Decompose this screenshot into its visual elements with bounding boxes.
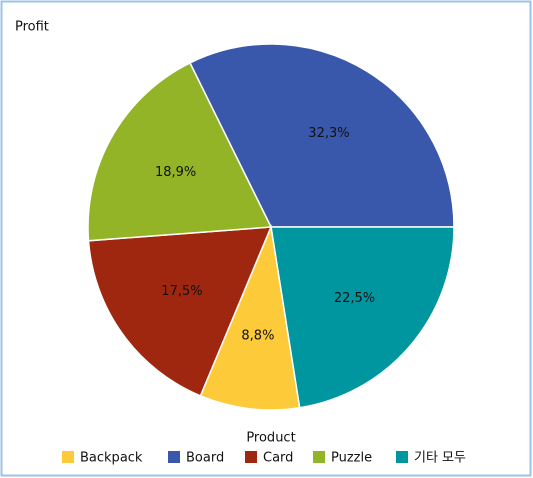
chart-title: Profit bbox=[15, 20, 49, 35]
slice-label: 22,5% bbox=[334, 291, 375, 306]
pie-slice bbox=[87, 226, 273, 397]
legend-swatch bbox=[245, 451, 257, 463]
legend-swatch bbox=[396, 451, 408, 463]
slice-label: 18,9% bbox=[155, 165, 196, 180]
pie-slice bbox=[199, 224, 301, 411]
legend-title: Product bbox=[246, 431, 295, 446]
legend-label: Board bbox=[186, 451, 224, 466]
slice-label: 32,3% bbox=[308, 126, 349, 141]
legend-swatch bbox=[313, 451, 325, 463]
slice-label: 17,5% bbox=[161, 284, 202, 299]
legend-label: 기타 모두 bbox=[414, 451, 466, 466]
legend-swatch bbox=[168, 451, 180, 463]
legend-label: Puzzle bbox=[331, 451, 372, 466]
slice-label: 8,8% bbox=[241, 329, 274, 344]
pie-slice bbox=[188, 43, 455, 228]
pie-slice bbox=[270, 226, 455, 409]
legend-swatch bbox=[62, 451, 74, 463]
legend-label: Backpack bbox=[80, 451, 143, 466]
pie-slice bbox=[87, 61, 273, 242]
legend-label: Card bbox=[263, 451, 293, 466]
